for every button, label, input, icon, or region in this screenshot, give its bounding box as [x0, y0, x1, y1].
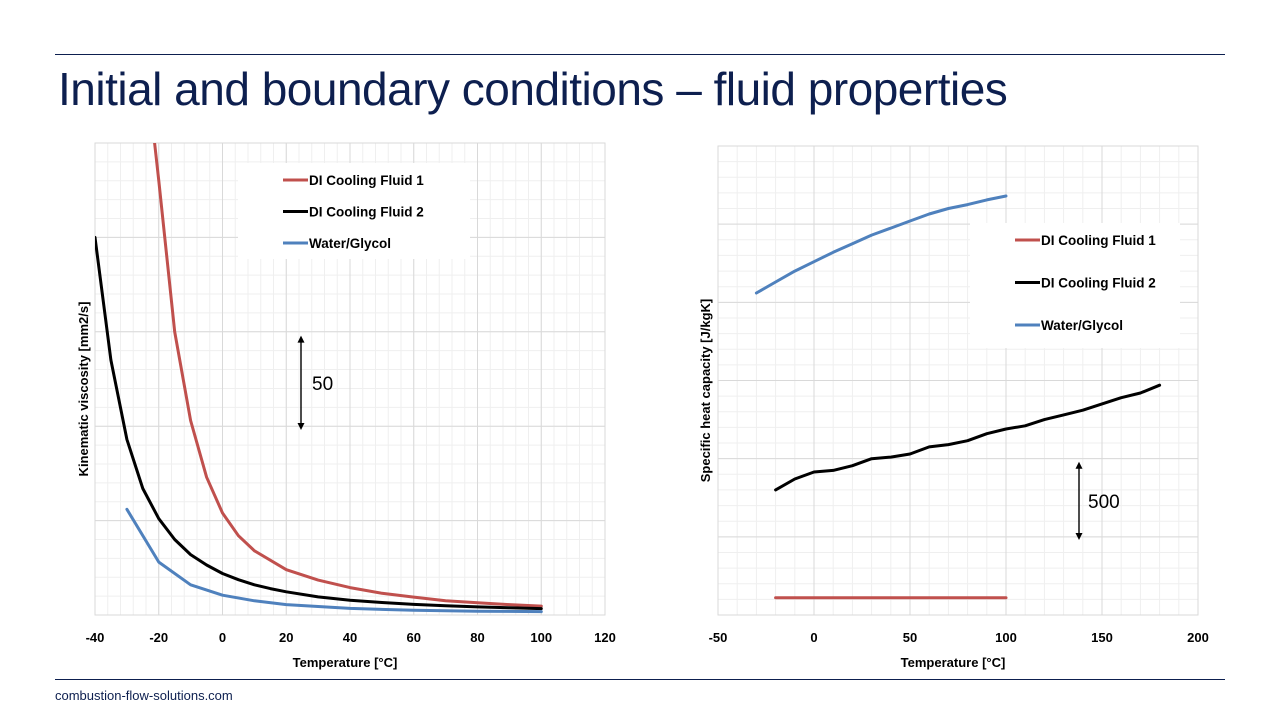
heat-capacity-chart-group: -50 0 50 100 150 200 Temperature [°C] Specific …	[698, 145, 1209, 670]
heat-capacity-x-tick-label: 100	[995, 630, 1017, 645]
viscosity-x-tick-label: 80	[470, 630, 484, 645]
viscosity-x-tick-label: -40	[86, 630, 105, 645]
heat-capacity-scale-label: 500	[1088, 492, 1120, 513]
viscosity-scale-label: 50	[312, 374, 333, 395]
viscosity-legend-label-di-cooling-fluid-2: DI Cooling Fluid 2	[309, 205, 424, 220]
viscosity-x-axis-label: Temperature [°C]	[293, 655, 398, 670]
viscosity-x-tick-label: 40	[343, 630, 357, 645]
viscosity-chart-group: -40 -20 0 20 40 60 80 100 120 Temperature [°C] Kin…	[76, 142, 616, 670]
viscosity-legend-label-di-cooling-fluid-1: DI Cooling Fluid 1	[309, 173, 424, 188]
heat-capacity-series-water-glycol	[754, 194, 1008, 295]
footer-url: combustion-flow-solutions.com	[55, 688, 233, 703]
heat-capacity-legend	[970, 223, 1180, 348]
heat-capacity-x-axis-label: Temperature [°C]	[901, 655, 1006, 670]
heat-capacity-scale-arrow-head-top	[1075, 461, 1083, 469]
heat-capacity-legend-label-water-glycol: Water/Glycol	[1041, 318, 1123, 333]
viscosity-series-water-glycol	[125, 507, 543, 614]
viscosity-x-tick-label: -20	[149, 630, 168, 645]
slide-title: Initial and boundary conditions – fluid …	[58, 63, 1008, 115]
heat-capacity-legend-label-di-cooling-fluid-2: DI Cooling Fluid 2	[1041, 276, 1156, 291]
heat-capacity-legend-label-di-cooling-fluid-1: DI Cooling Fluid 1	[1041, 233, 1156, 248]
viscosity-x-tick-label: 100	[530, 630, 552, 645]
viscosity-x-tick-label: 0	[219, 630, 226, 645]
heat-capacity-x-tick-label: 200	[1187, 630, 1209, 645]
viscosity-legend	[238, 163, 470, 259]
heat-capacity-series-di-cooling-fluid-2	[774, 383, 1162, 492]
heat-capacity-scale-arrow-head-bottom	[1075, 532, 1083, 540]
viscosity-legend-label-water-glycol: Water/Glycol	[309, 236, 391, 251]
viscosity-scale-arrow-head-bottom	[297, 422, 305, 430]
viscosity-series-di-cooling-fluid-1	[153, 143, 543, 608]
viscosity-x-tick-label: 120	[594, 630, 616, 645]
viscosity-series-di-cooling-fluid-2	[95, 235, 543, 611]
viscosity-scale-arrow-head-top	[297, 335, 305, 343]
viscosity-x-tick-label: 60	[407, 630, 421, 645]
viscosity-y-axis-label: Kinematic viscosity [mm2/s]	[76, 302, 91, 477]
viscosity-x-tick-label: 20	[279, 630, 293, 645]
bottom-rule	[55, 679, 1225, 680]
heat-capacity-x-tick-label: 50	[903, 630, 917, 645]
heat-capacity-x-tick-label: 0	[810, 630, 817, 645]
top-rule	[55, 54, 1225, 55]
heat-capacity-y-axis-label: Specific heat capacity [J/kgK]	[698, 299, 713, 483]
heat-capacity-x-tick-label: 150	[1091, 630, 1113, 645]
heat-capacity-x-tick-label: -50	[709, 630, 728, 645]
